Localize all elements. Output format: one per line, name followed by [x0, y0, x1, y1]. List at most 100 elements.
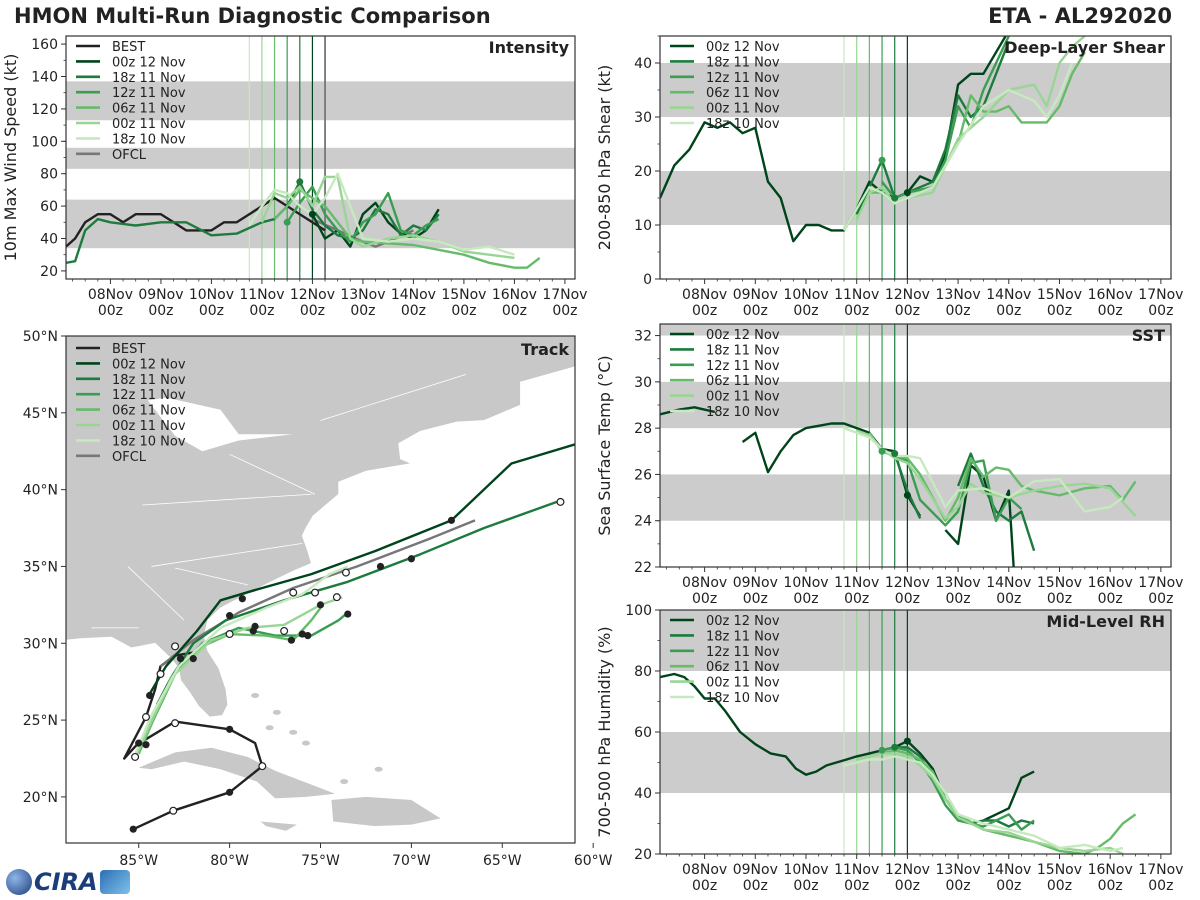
sst-plot-area — [660, 324, 1171, 567]
rh-ylabel: 700-500 hPa Humidity (%) — [595, 626, 614, 837]
rh-plot-area — [660, 610, 1171, 854]
globe-icon — [6, 869, 32, 895]
rh-legend-label: 06z 11 Nov — [706, 660, 780, 675]
shear-xtick-sublabel: 00z — [1098, 303, 1123, 319]
state-border — [174, 567, 248, 586]
sst-xtick-label: 09Nov — [733, 575, 778, 591]
sst-xtick-label: 13Nov — [936, 575, 981, 591]
sst-series-line — [881, 450, 1023, 527]
shear-title: Deep-Layer Shear — [1004, 38, 1165, 57]
track-lon-label: 80°W — [210, 853, 249, 869]
track-line — [159, 519, 476, 668]
sst-xtick-label: 12Nov — [885, 575, 930, 591]
track-legend-label: 18z 11 Nov — [112, 373, 186, 388]
track-point-open — [171, 719, 180, 728]
intensity-xtick-label: 14Nov — [391, 287, 436, 303]
rh-xtick-sublabel: 00z — [692, 878, 717, 894]
rh-xtick-label: 08Nov — [682, 862, 727, 878]
rh-xtick-sublabel: 00z — [945, 878, 970, 894]
intensity-xtick-label: 11Nov — [239, 287, 284, 303]
track-lon-label: 65°W — [483, 853, 522, 869]
shear-band — [660, 63, 1171, 117]
sst-ytick-label: 32 — [634, 329, 652, 345]
rh-series-marker — [891, 743, 899, 751]
rh-legend-label: 18z 11 Nov — [706, 629, 780, 644]
shear-xtick-label: 12Nov — [885, 287, 930, 303]
intensity-title: Intensity — [489, 38, 570, 57]
track-point-open — [332, 593, 341, 602]
rh-xtick-sublabel: 00z — [1148, 878, 1173, 894]
track-point-filled — [226, 725, 234, 733]
bahamas-island — [265, 725, 274, 731]
shear-xtick-label: 11Nov — [834, 287, 879, 303]
track-lat-label: 25°N — [23, 713, 58, 729]
sst-ytick-label: 22 — [634, 560, 652, 576]
sst-legend-label: 00z 12 Nov — [706, 328, 780, 343]
rh-xtick-label: 12Nov — [885, 862, 930, 878]
track-point-open — [225, 630, 234, 639]
intensity-xtick-label: 15Nov — [441, 287, 486, 303]
sst-xtick-sublabel: 00z — [895, 591, 920, 607]
intensity-legend-label: 00z 12 Nov — [112, 55, 186, 70]
rh-xtick-label: 14Nov — [986, 862, 1031, 878]
rh-xtick-sublabel: 00z — [793, 878, 818, 894]
rh-ytick-label: 60 — [634, 725, 652, 741]
sst-band — [660, 381, 1171, 429]
shear-xtick-sublabel: 00z — [793, 303, 818, 319]
shear-ytick-label: 0 — [643, 272, 652, 288]
track-lon-label: 75°W — [301, 853, 340, 869]
track-legend-label: 00z 11 Nov — [112, 419, 186, 434]
shear-legend-label: 18z 11 Nov — [706, 55, 780, 70]
shear-band — [660, 171, 1171, 225]
shear-legend-label: 18z 10 Nov — [706, 117, 780, 132]
rh-xtick-label: 15Nov — [1037, 862, 1082, 878]
rh-ytick-label: 20 — [634, 847, 652, 863]
track-point-filled — [176, 655, 185, 663]
intensity-band — [66, 147, 575, 169]
track-legend-label: OFCL — [112, 450, 147, 465]
track-point-open — [169, 806, 178, 815]
intensity-series-marker — [296, 178, 304, 186]
rh-legend-label: 00z 12 Nov — [706, 614, 780, 629]
rh-series-line — [843, 755, 1124, 853]
shear-ylabel: 200-850 hPa Shear (kt) — [595, 65, 614, 251]
shear-legend-label: 00z 11 Nov — [706, 102, 780, 117]
sst-legend-label: 18z 11 Nov — [706, 343, 780, 358]
sst-series-line — [843, 426, 1124, 513]
shear-series-line — [855, 36, 1086, 221]
intensity-xtick-label: 16Nov — [492, 287, 537, 303]
intensity-ytick-label: 40 — [40, 232, 58, 248]
sst-xtick-sublabel: 00z — [945, 591, 970, 607]
rh-series-marker — [903, 737, 911, 745]
rh-xtick-sublabel: 00z — [743, 878, 768, 894]
sst-xtick-label: 15Nov — [1037, 575, 1082, 591]
state-border — [151, 543, 303, 567]
intensity-legend-label: BEST — [112, 40, 145, 55]
shear-series-line — [842, 62, 1074, 232]
track-point-open — [171, 642, 180, 651]
sst-ylabel: Sea Surface Temp (°C) — [595, 355, 614, 535]
intensity-xtick-sublabel: 00z — [502, 303, 527, 319]
sst-frame — [659, 323, 1172, 568]
track-lat-label: 35°N — [23, 559, 58, 575]
sst-xtick-sublabel: 00z — [743, 591, 768, 607]
track-point-open — [556, 497, 565, 506]
sst-xtick-label: 08Nov — [682, 575, 727, 591]
state-border — [320, 374, 467, 421]
rh-xtick-label: 16Nov — [1088, 862, 1133, 878]
rh-xtick-label: 11Nov — [834, 862, 879, 878]
track-lon-label: 85°W — [119, 853, 158, 869]
sst-ytick-label: 26 — [634, 467, 652, 483]
intensity-ytick-label: 160 — [31, 37, 58, 53]
track-point-filled — [226, 612, 234, 620]
track-legend-label: BEST — [112, 342, 145, 357]
shear-xtick-label: 16Nov — [1088, 287, 1133, 303]
jamaica-island — [260, 821, 297, 831]
track-lat-label: 20°N — [23, 790, 58, 806]
track-legend-label: 06z 11 Nov — [112, 404, 186, 419]
satellite-image-icon — [99, 870, 130, 894]
bahamas-island — [301, 740, 310, 746]
sst-legend-label: 00z 11 Nov — [706, 390, 780, 405]
intensity-legend-label: 18z 10 Nov — [112, 132, 186, 147]
bahamas-island — [289, 729, 298, 735]
